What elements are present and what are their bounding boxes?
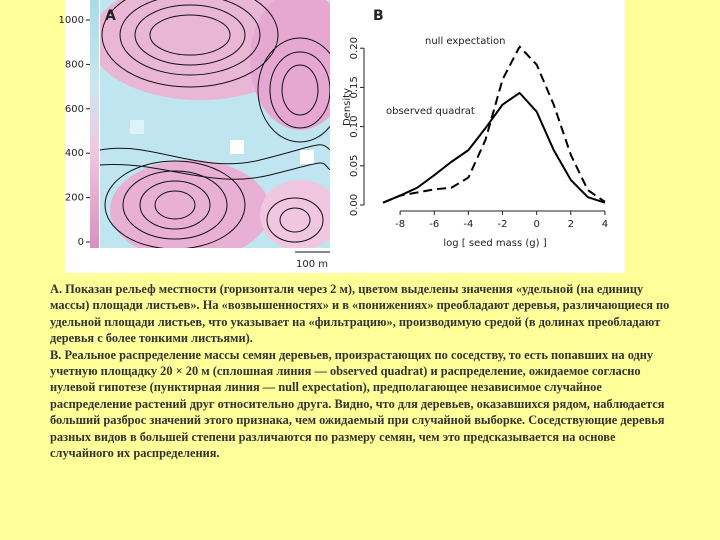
color-bar: [90, 0, 99, 248]
y-axis-label: Density: [342, 88, 353, 126]
x-tick-label: 4: [602, 219, 608, 230]
y-tick-label: 200: [65, 193, 84, 204]
y-tick-label: 1000: [59, 15, 84, 26]
x-tick-label: -4: [463, 219, 473, 230]
label-background: [384, 104, 480, 117]
series-label: null expectation: [425, 36, 506, 47]
y-tick-label: 800: [65, 59, 84, 70]
caption-paragraph: А. Показан рельеф местности (горизонтали…: [50, 282, 670, 346]
panel-a-axis: 0 200 400 600 800 1000: [59, 15, 90, 248]
y-tick-label: 600: [65, 104, 84, 115]
y-tick-label: 0.00: [349, 194, 360, 216]
panel-label: A: [105, 8, 116, 24]
terrain-map: [100, 0, 330, 248]
y-tick-label: 400: [65, 148, 84, 159]
caption-paragraph: В. Реальное распределение массы семян де…: [50, 347, 665, 461]
x-tick-label: -2: [498, 219, 508, 230]
x-tick-label: -8: [395, 219, 405, 230]
y-tick-label: 0.05: [349, 155, 360, 177]
series-label: observed quadrat: [386, 106, 475, 117]
x-tick-label: 0: [533, 219, 539, 230]
scale-bar-label: 100 m: [296, 259, 328, 270]
y-tick-label: 0.20: [349, 37, 360, 59]
y-tick-label: 0.10: [349, 115, 360, 137]
x-tick-label: 2: [568, 219, 574, 230]
density-line: [382, 45, 606, 204]
y-tick-label: 0.15: [349, 76, 360, 98]
label-background: [423, 34, 519, 47]
x-tick-label: -6: [429, 219, 439, 230]
y-tick-label: 0: [78, 237, 84, 248]
panel-b: B log [ seed mass (g) ] Density 0.00 0.05…: [342, 8, 608, 249]
x-axis-label: log [ seed mass (g) ]: [443, 238, 546, 249]
figure: A 100 m 0 200 400 600 800 1000 B log [ seed m…: [59, 0, 625, 273]
caption: А. Показан рельеф местности (горизонтали…: [50, 281, 675, 461]
panel-label: B: [373, 8, 384, 24]
density-line: [382, 91, 606, 204]
